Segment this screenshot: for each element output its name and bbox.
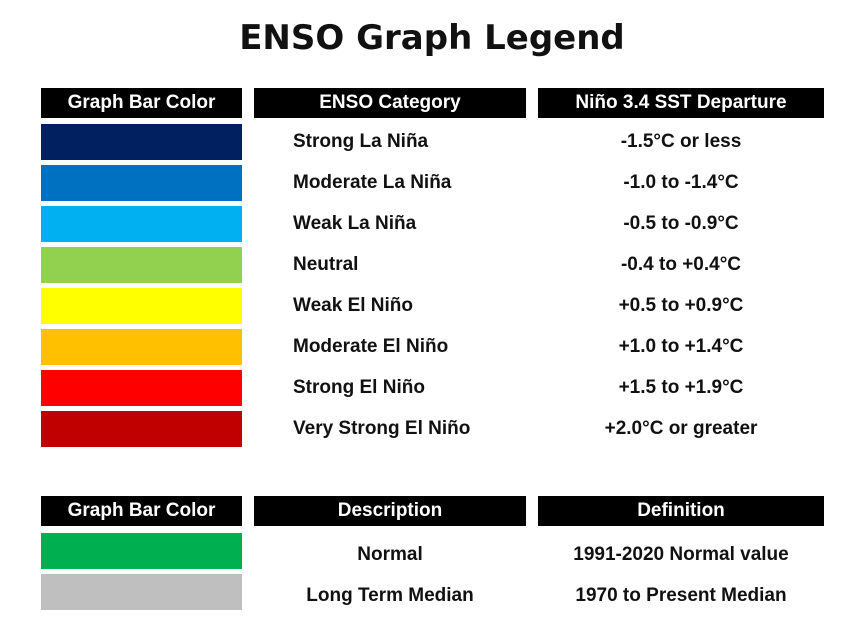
description: Normal [357, 544, 423, 565]
enso-category: Very Strong El Niño [293, 418, 471, 439]
sst-departure: -0.4 to +0.4°C [620, 254, 742, 275]
header-graph-bar-color: Graph Bar Color [41, 88, 242, 118]
header-enso-category: ENSO Category [254, 88, 526, 118]
enso-category: Weak El Niño [293, 295, 414, 316]
sst-departure: -0.5 to -0.9°C [623, 213, 739, 234]
page-title: ENSO Graph Legend [239, 18, 625, 58]
sst-departure: -1.5°C or less [620, 131, 742, 152]
header-description: Description [254, 496, 526, 526]
sst-departure: +2.0°C or greater [604, 418, 758, 439]
sst-departure: +0.5 to +0.9°C [618, 295, 744, 316]
definition: 1970 to Present Median [575, 585, 787, 606]
enso-category: Strong El Niño [293, 377, 425, 398]
header-sst-departure: Niño 3.4 SST Departure [538, 88, 824, 118]
header-graph-bar-color-2: Graph Bar Color [41, 496, 242, 526]
color-swatch [41, 533, 242, 569]
enso-category: Moderate La Niña [293, 172, 452, 193]
color-swatch [41, 247, 242, 283]
sst-departure: -1.0 to -1.4°C [623, 172, 739, 193]
color-swatch [41, 574, 242, 610]
definition: 1991-2020 Normal value [573, 544, 789, 565]
enso-category: Moderate El Niño [293, 336, 449, 357]
enso-category: Neutral [293, 254, 359, 275]
sst-departure: +1.0 to +1.4°C [618, 336, 744, 357]
enso-category: Strong La Niña [293, 131, 429, 152]
color-swatch [41, 165, 242, 201]
enso-category: Weak La Niña [293, 213, 417, 234]
header-definition: Definition [538, 496, 824, 526]
color-swatch [41, 124, 242, 160]
color-swatch [41, 411, 242, 447]
color-swatch [41, 206, 242, 242]
description: Long Term Median [306, 585, 474, 606]
color-swatch [41, 288, 242, 324]
sst-departure: +1.5 to +1.9°C [618, 377, 744, 398]
color-swatch [41, 370, 242, 406]
color-swatch [41, 329, 242, 365]
